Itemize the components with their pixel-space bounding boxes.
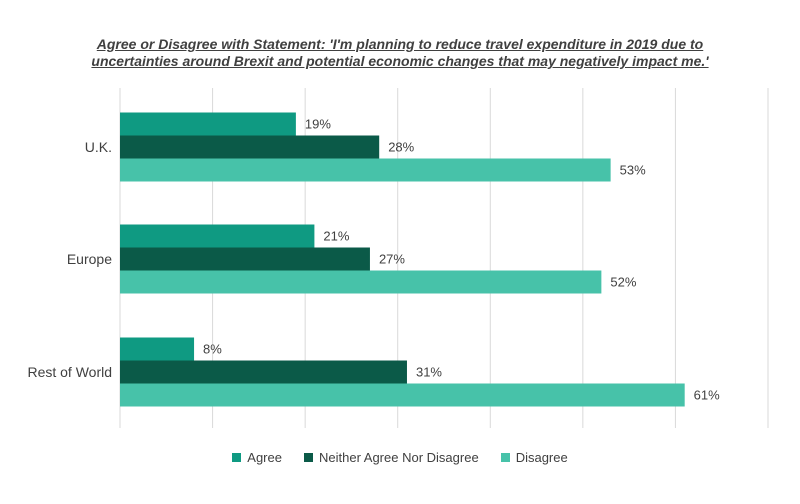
legend-swatch-disagree — [500, 453, 510, 462]
data-labels: 19% 28% 53% 21% 27% 52% 8% 31% 61% — [203, 117, 720, 403]
category-label: Europe — [67, 251, 112, 267]
chart-title: Agree or Disagree with Statement: 'I'm p… — [0, 36, 800, 70]
legend-swatch-agree — [232, 453, 242, 462]
legend-label-neither: Neither Agree Nor Disagree — [318, 450, 479, 465]
data-label: 28% — [388, 140, 414, 155]
data-label: 53% — [620, 163, 646, 178]
legend-label-disagree: Disagree — [515, 450, 568, 465]
data-label: 21% — [323, 229, 349, 244]
bar-europe-neither-agree-nor-disagree — [120, 247, 370, 271]
data-label: 8% — [203, 342, 222, 357]
bar-europe-agree — [120, 224, 315, 248]
bar-u-k--disagree — [120, 158, 611, 182]
bar-rest-of-world-neither-agree-nor-disagree — [120, 360, 407, 384]
chart-title-line-2: uncertainties around Brexit and potentia… — [91, 53, 709, 69]
category-label: U.K. — [85, 139, 112, 155]
bar-u-k--neither-agree-nor-disagree — [120, 135, 380, 159]
bar-europe-disagree — [120, 270, 602, 294]
data-label: 19% — [305, 117, 331, 132]
bar-rest-of-world-agree — [120, 337, 195, 361]
data-label: 31% — [416, 365, 442, 380]
chart-title-line-1: Agree or Disagree with Statement: 'I'm p… — [96, 36, 704, 52]
bars — [120, 112, 685, 407]
legend-item-disagree: Disagree — [500, 450, 568, 465]
legend-item-agree: Agree — [232, 450, 282, 465]
category-labels: U.K. Europe Rest of World — [27, 139, 112, 380]
legend-label-agree: Agree — [247, 450, 282, 465]
data-label: 61% — [694, 388, 720, 403]
data-label: 52% — [610, 275, 636, 290]
legend: Agree Neither Agree Nor Disagree Disagre… — [0, 450, 800, 465]
legend-item-neither: Neither Agree Nor Disagree — [303, 450, 479, 465]
data-label: 27% — [379, 252, 405, 267]
bar-u-k--agree — [120, 112, 296, 136]
category-label: Rest of World — [27, 364, 112, 380]
bar-rest-of-world-disagree — [120, 383, 685, 407]
legend-swatch-neither — [303, 453, 313, 462]
